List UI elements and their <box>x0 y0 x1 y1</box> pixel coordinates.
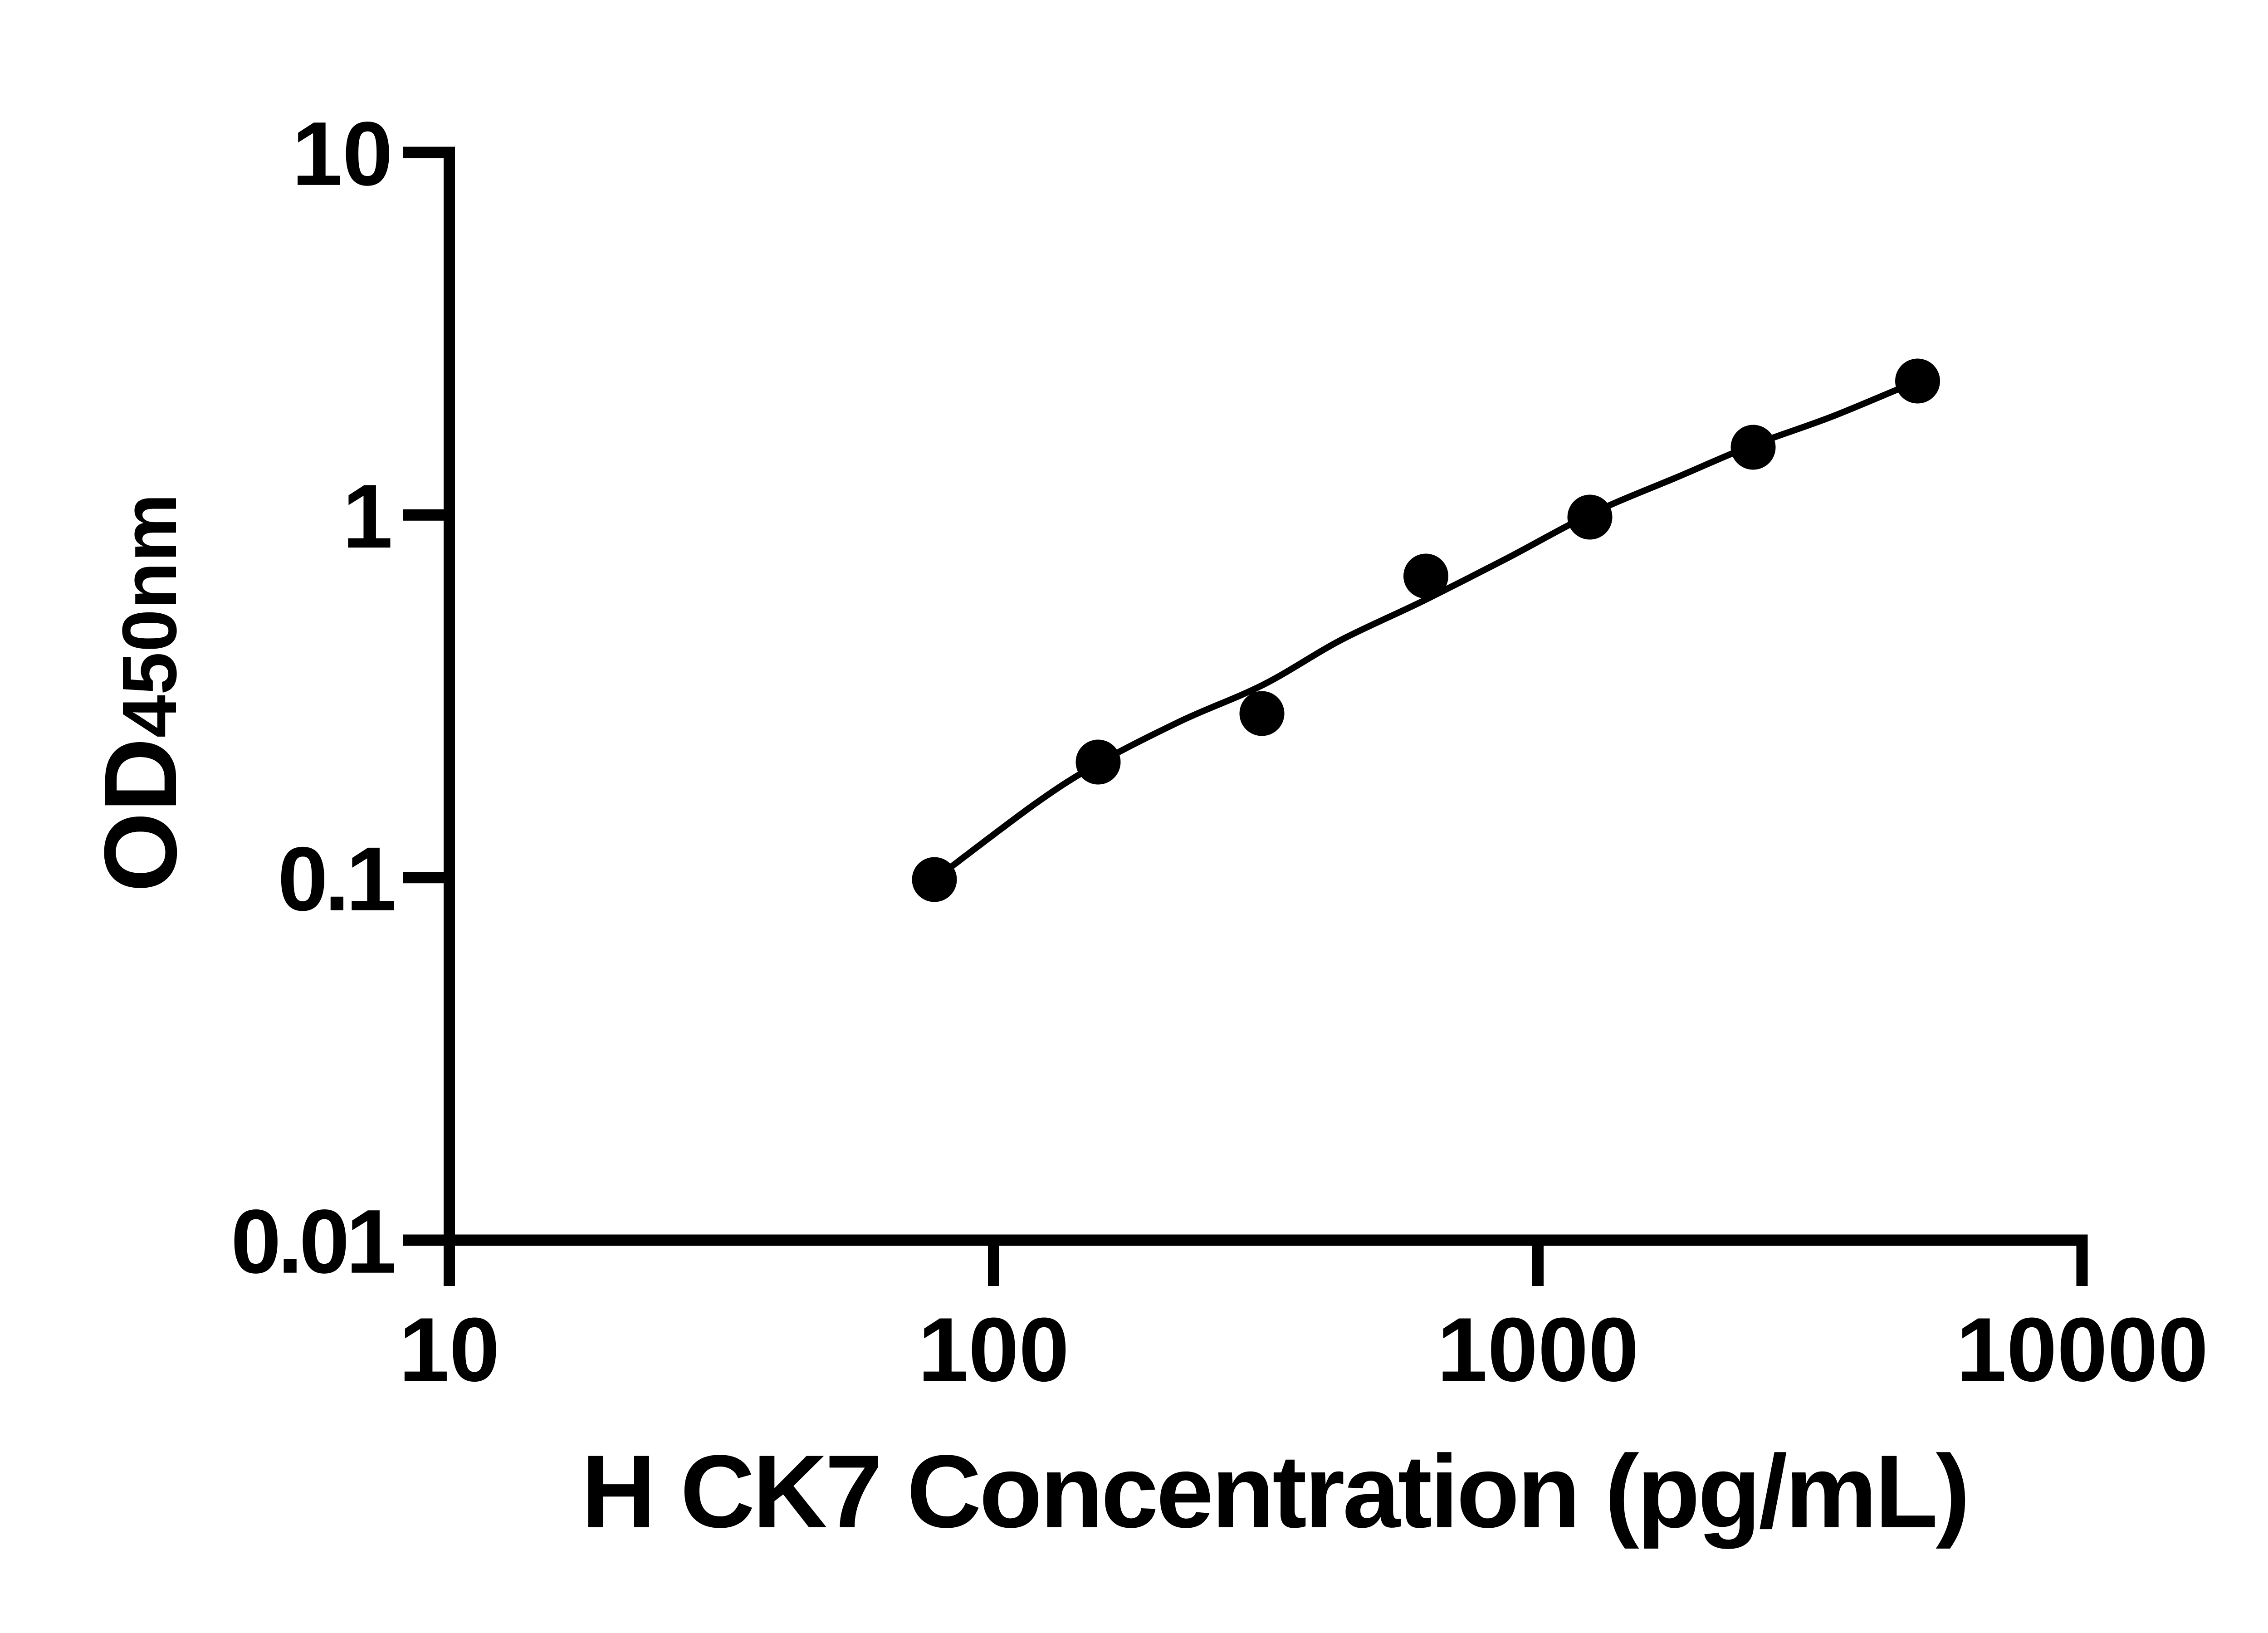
svg-text:H CK7 Concentration (pg/mL): H CK7 Concentration (pg/mL) <box>582 1434 1968 1550</box>
svg-text:1: 1 <box>342 466 393 567</box>
svg-text:OD450nm: OD450nm <box>83 494 198 892</box>
svg-text:10: 10 <box>399 1299 499 1400</box>
svg-text:0.01: 0.01 <box>231 1191 394 1292</box>
svg-text:10: 10 <box>292 103 393 205</box>
svg-text:100: 100 <box>918 1299 1070 1400</box>
svg-text:1000: 1000 <box>1437 1299 1639 1400</box>
svg-text:0.1: 0.1 <box>278 829 394 930</box>
svg-text:10000: 10000 <box>1956 1299 2208 1400</box>
